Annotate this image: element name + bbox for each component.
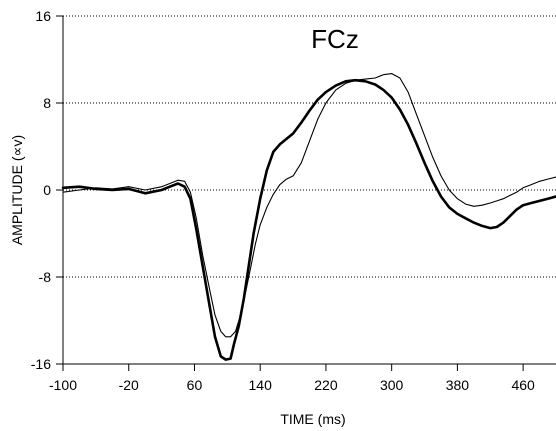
x-tick-label: 140 — [249, 377, 273, 393]
x-tick-label: 380 — [446, 377, 470, 393]
x-tick-label: -100 — [49, 377, 77, 393]
series-line-thick — [61, 78, 556, 361]
grid-lines — [63, 15, 556, 278]
y-tick-label: -8 — [39, 269, 52, 285]
x-axis-title: TIME (ms) — [280, 411, 345, 427]
x-tick-label: 300 — [380, 377, 404, 393]
y-tick-label: 16 — [35, 8, 51, 24]
series-lines — [61, 73, 556, 361]
y-tick-label: 0 — [43, 182, 51, 198]
x-tick-label: 460 — [511, 377, 535, 393]
chart-title: FCz — [311, 24, 359, 54]
y-tick-label: -16 — [31, 356, 51, 372]
y-axis-title: AMPLITUDE (∝v) — [9, 135, 25, 245]
ticks: -16 -8 0 8 16 -100 -20 60 140 220 300 380 460 — [31, 8, 535, 393]
y-tick-label: 8 — [43, 95, 51, 111]
x-tick-label: 220 — [314, 377, 338, 393]
x-tick-label: 60 — [187, 377, 203, 393]
series-line-thin — [62, 73, 556, 338]
x-tick-label: -20 — [119, 377, 139, 393]
